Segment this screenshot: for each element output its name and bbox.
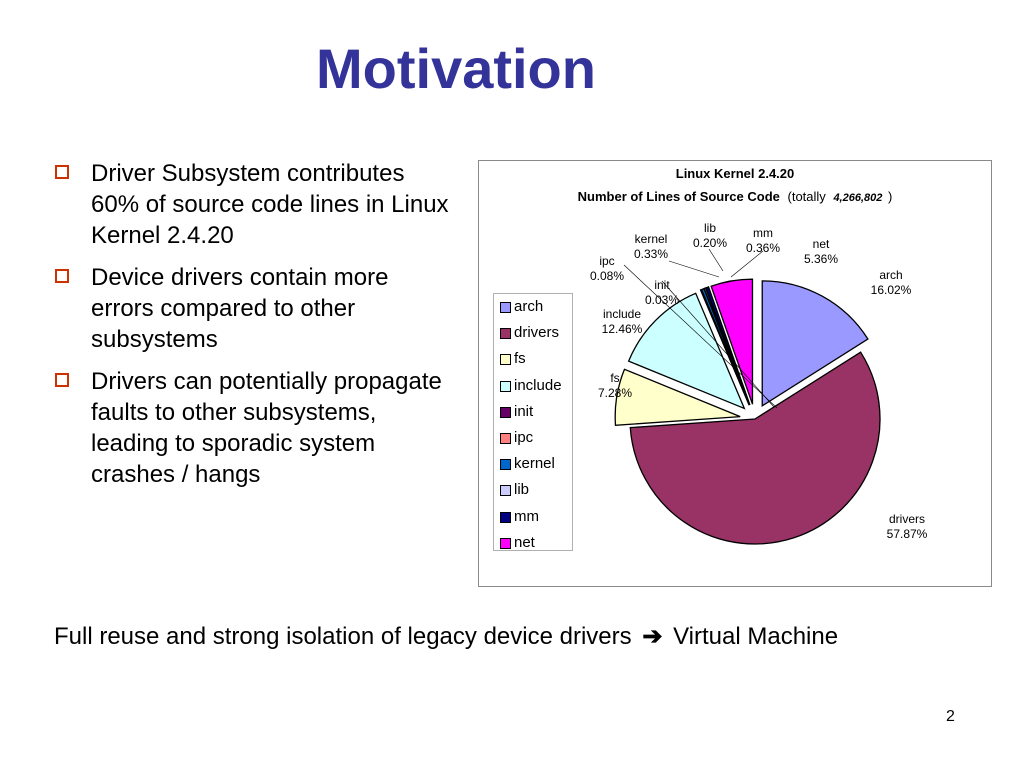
data-label-percent: 5.36% — [804, 252, 838, 266]
legend-label: init — [514, 402, 534, 420]
data-label-net: net 5.36% — [804, 237, 838, 266]
data-label-name: init — [654, 278, 670, 292]
data-label-kernel: kernel 0.33% — [634, 232, 668, 261]
legend-item-include: include — [494, 377, 572, 403]
chart-subtitle-suffix: ) — [888, 189, 892, 204]
legend-label: include — [514, 376, 562, 394]
data-label-percent: 12.46% — [602, 322, 643, 336]
right-arrow-icon: ➔ — [642, 623, 663, 650]
legend-item-fs: fs — [494, 350, 572, 376]
legend-swatch — [500, 537, 511, 549]
legend-swatch — [500, 432, 511, 444]
chart-subtitle-main: Number of Lines of Source Code — [578, 189, 780, 204]
data-label-percent: 57.87% — [887, 527, 928, 541]
data-label-name: arch — [879, 268, 902, 282]
leader-line-lib — [708, 248, 724, 272]
legend-swatch — [500, 380, 511, 392]
data-label-fs: fs 7.28% — [598, 371, 632, 400]
bullet-item: Driver Subsystem contributes 60% of sour… — [52, 158, 452, 251]
data-label-percent: 0.36% — [746, 241, 780, 255]
bullet-text: Driver Subsystem contributes 60% of sour… — [91, 160, 449, 249]
pie-slices — [614, 278, 881, 545]
checkbox-bullet-icon — [55, 269, 69, 283]
data-label-mm: mm 0.36% — [746, 226, 780, 255]
legend-label: mm — [514, 507, 539, 525]
data-label-percent: 16.02% — [871, 283, 912, 297]
data-label-lib: lib 0.20% — [693, 221, 727, 250]
legend-swatch — [500, 511, 511, 523]
legend-swatch — [500, 354, 511, 366]
bullet-list: Driver Subsystem contributes 60% of sour… — [52, 158, 452, 501]
legend-item-kernel: kernel — [494, 455, 572, 481]
pie-slice-net — [710, 278, 754, 405]
checkbox-bullet-icon — [55, 373, 69, 387]
pie-slice-include — [627, 292, 746, 410]
legend-label: fs — [514, 350, 526, 368]
legend-swatch — [500, 328, 511, 340]
bullet-text: Drivers can potentially propagate faults… — [91, 368, 442, 488]
pie-chart-frame: Linux Kernel 2.4.20 Number of Lines of S… — [478, 160, 992, 587]
pie-chart: Linux Kernel 2.4.20 Number of Lines of S… — [578, 166, 928, 545]
data-label-name: ipc — [599, 254, 614, 268]
pie-slice-mm — [705, 286, 751, 406]
legend-label: drivers — [514, 324, 560, 342]
legend-label: arch — [514, 298, 544, 315]
legend-label: lib — [514, 481, 530, 499]
data-label-include: include 12.46% — [602, 307, 643, 336]
legend-item-arch: arch — [494, 298, 572, 324]
data-label-name: kernel — [635, 232, 668, 246]
data-label-percent: 0.33% — [634, 247, 668, 261]
data-label-percent: 7.28% — [598, 386, 632, 400]
leader-line-ipc — [623, 264, 778, 409]
bullet-item: Drivers can potentially propagate faults… — [52, 366, 452, 490]
pie-slice-fs — [614, 368, 741, 426]
chart-subtitle-total: 4,266,802 — [832, 192, 882, 204]
footer-statement: Full reuse and strong isolation of legac… — [54, 622, 838, 651]
data-label-name: include — [603, 307, 641, 321]
chart-subtitle-prefix: (totally — [788, 189, 827, 204]
checkbox-bullet-icon — [55, 165, 69, 179]
legend-swatch — [500, 302, 511, 313]
data-label-percent: 0.03% — [645, 293, 679, 307]
data-label-name: drivers — [889, 512, 925, 526]
legend-swatch — [500, 406, 511, 418]
pie-slice-drivers — [629, 351, 881, 545]
bullet-item: Device drivers contain more errors compa… — [52, 262, 452, 355]
data-label-name: mm — [753, 226, 773, 240]
slide-title: Motivation — [316, 37, 596, 100]
legend-item-ipc: ipc — [494, 429, 572, 455]
page-number: 2 — [946, 708, 955, 725]
legend-swatch — [500, 459, 511, 471]
data-label-percent: 0.08% — [590, 269, 624, 283]
legend-label: ipc — [514, 428, 534, 446]
data-label-name: net — [813, 237, 830, 251]
leader-line-mm — [730, 250, 764, 278]
bullet-text: Device drivers contain more errors compa… — [91, 264, 389, 353]
data-label-drivers: drivers 57.87% — [887, 512, 928, 541]
data-label-arch: arch 16.02% — [871, 268, 912, 297]
data-label-percent: 0.20% — [693, 236, 727, 250]
legend-item-net: net — [494, 534, 572, 560]
legend-item-drivers: drivers — [494, 324, 572, 350]
data-label-name: fs — [610, 371, 619, 385]
leader-line-kernel — [668, 260, 720, 278]
data-label-init: init 0.03% — [645, 278, 679, 307]
data-label-name: lib — [704, 221, 716, 235]
legend-item-lib: lib — [494, 481, 572, 507]
chart-title: Linux Kernel 2.4.20 — [676, 166, 795, 181]
legend-swatch — [500, 485, 511, 497]
leader-line-init — [661, 280, 775, 408]
data-label-ipc: ipc 0.08% — [590, 254, 624, 283]
legend-item-init: init — [494, 403, 572, 429]
pie-slice-arch — [761, 280, 869, 408]
chart-legend: arch drivers fs include init ipc kernel lib mm ne… — [493, 293, 573, 551]
pie-data-labels: arch 16.02% drivers 57.87% fs 7.28% include 12.… — [590, 221, 928, 541]
legend-label: net — [514, 533, 535, 551]
footer-text-end: Virtual Machine — [673, 623, 839, 650]
chart-subtitle: Number of Lines of Source Code (totally … — [578, 189, 893, 204]
legend-item-mm: mm — [494, 508, 572, 534]
legend-label: kernel — [514, 455, 555, 473]
footer-text-start: Full reuse and strong isolation of legac… — [54, 623, 632, 650]
